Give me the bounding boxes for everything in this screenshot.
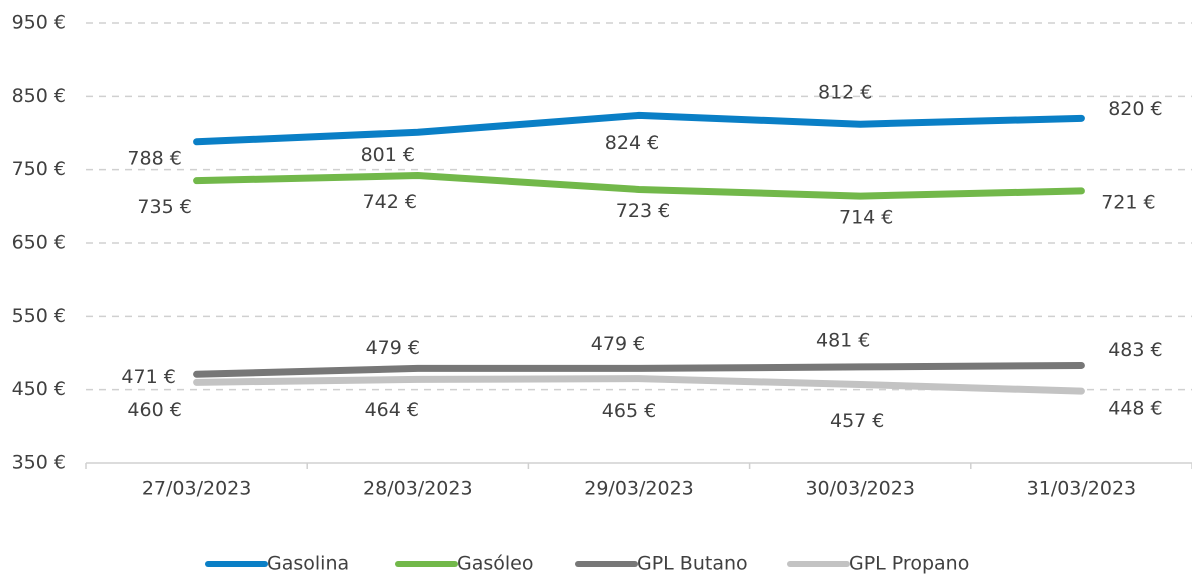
series-line (193, 111, 1085, 146)
series-line (193, 172, 1085, 200)
data-label: 479 € (366, 337, 420, 359)
legend-label: GPL Butano (637, 553, 748, 575)
y-tick-label: 950 € (12, 12, 66, 34)
y-tick-label: 650 € (12, 232, 66, 254)
legend-label: Gasolina (267, 553, 349, 575)
data-label: 824 € (605, 132, 659, 154)
data-label: 820 € (1108, 98, 1162, 120)
y-tick-label: 550 € (12, 305, 66, 327)
y-tick-label: 850 € (12, 85, 66, 107)
legend-label: GPL Propano (849, 553, 969, 575)
data-label: 735 € (137, 196, 191, 218)
data-label: 721 € (1101, 191, 1155, 213)
x-tick-label: 27/03/2023 (142, 478, 252, 500)
data-label: 471 € (121, 366, 175, 388)
data-label: 460 € (127, 399, 181, 421)
data-label: 742 € (363, 191, 417, 213)
x-tick-label: 28/03/2023 (363, 478, 473, 500)
data-label: 448 € (1108, 398, 1162, 420)
x-tick-label: 29/03/2023 (584, 478, 694, 500)
data-label: 714 € (839, 207, 893, 229)
data-label: 481 € (816, 329, 870, 351)
series-line (193, 361, 1085, 378)
x-tick-label: 31/03/2023 (1027, 478, 1137, 500)
series-line (193, 375, 1085, 395)
y-tick-label: 350 € (12, 452, 66, 474)
data-label: 479 € (591, 333, 645, 355)
x-tick-label: 30/03/2023 (805, 478, 915, 500)
y-tick-label: 450 € (12, 378, 66, 400)
data-label: 723 € (616, 200, 670, 222)
data-label: 483 € (1108, 339, 1162, 361)
data-label: 465 € (602, 400, 656, 422)
data-label: 812 € (818, 82, 872, 104)
data-label: 464 € (365, 399, 419, 421)
data-label: 457 € (830, 410, 884, 432)
data-label: 801 € (361, 144, 415, 166)
data-label: 788 € (127, 147, 181, 169)
legend-label: Gasóleo (457, 553, 533, 575)
y-tick-label: 750 € (12, 158, 66, 180)
